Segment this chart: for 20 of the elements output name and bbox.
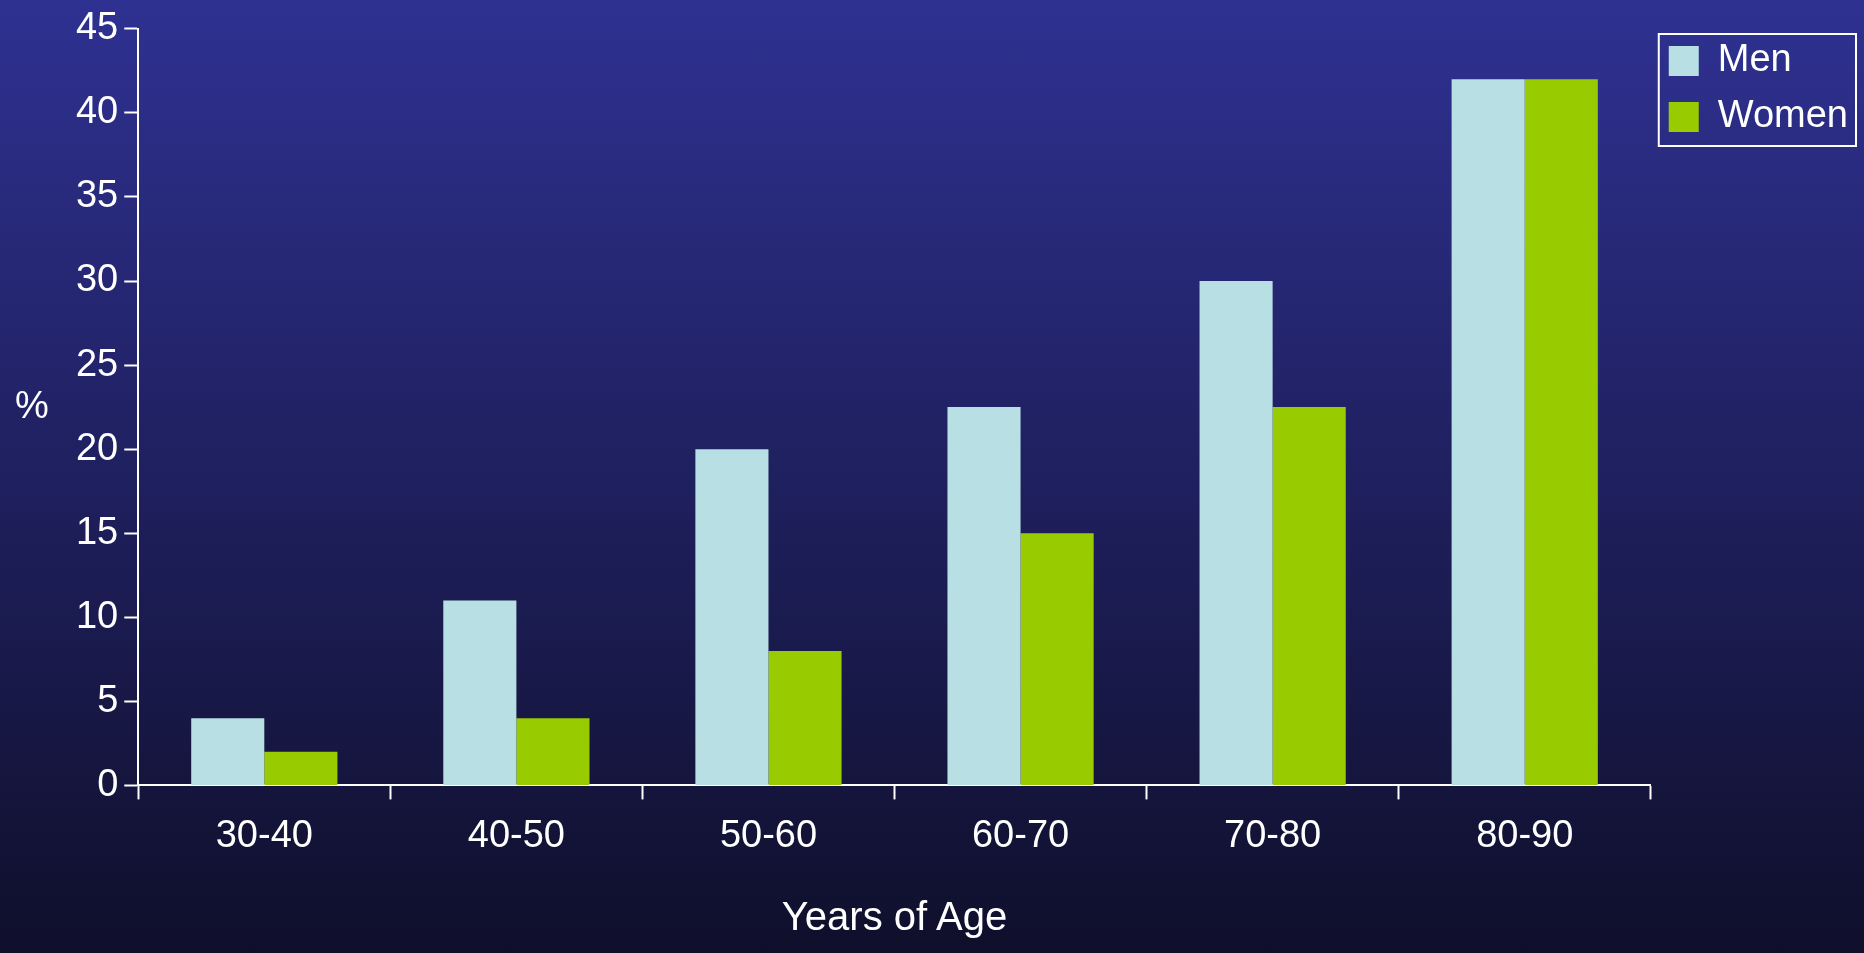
y-tick-label: 45	[75, 5, 119, 48]
y-tick-label: 35	[75, 173, 119, 216]
x-tick-label: 70-80	[1224, 812, 1322, 855]
x-tick-label: 30-40	[215, 812, 313, 855]
x-tick-label: 40-50	[467, 812, 565, 855]
y-tick-label: 10	[75, 593, 119, 636]
y-tick-label: 25	[75, 341, 119, 384]
y-axis-title: %	[15, 383, 49, 426]
y-tick-label: 40	[75, 89, 119, 132]
y-tick-label: 0	[97, 761, 119, 804]
y-tick-label: 5	[97, 677, 119, 720]
x-tick-label: 50-60	[719, 812, 818, 855]
y-tick-label: 20	[75, 425, 119, 468]
x-axis-title: Years of Age	[781, 894, 1008, 939]
x-tick-label: 60-70	[971, 812, 1070, 855]
legend-label: Women	[1717, 93, 1849, 136]
y-tick-label: 30	[75, 257, 119, 300]
y-tick-label: 15	[75, 509, 119, 552]
x-tick-label: 80-90	[1476, 812, 1574, 855]
legend-label: Men	[1717, 37, 1792, 80]
